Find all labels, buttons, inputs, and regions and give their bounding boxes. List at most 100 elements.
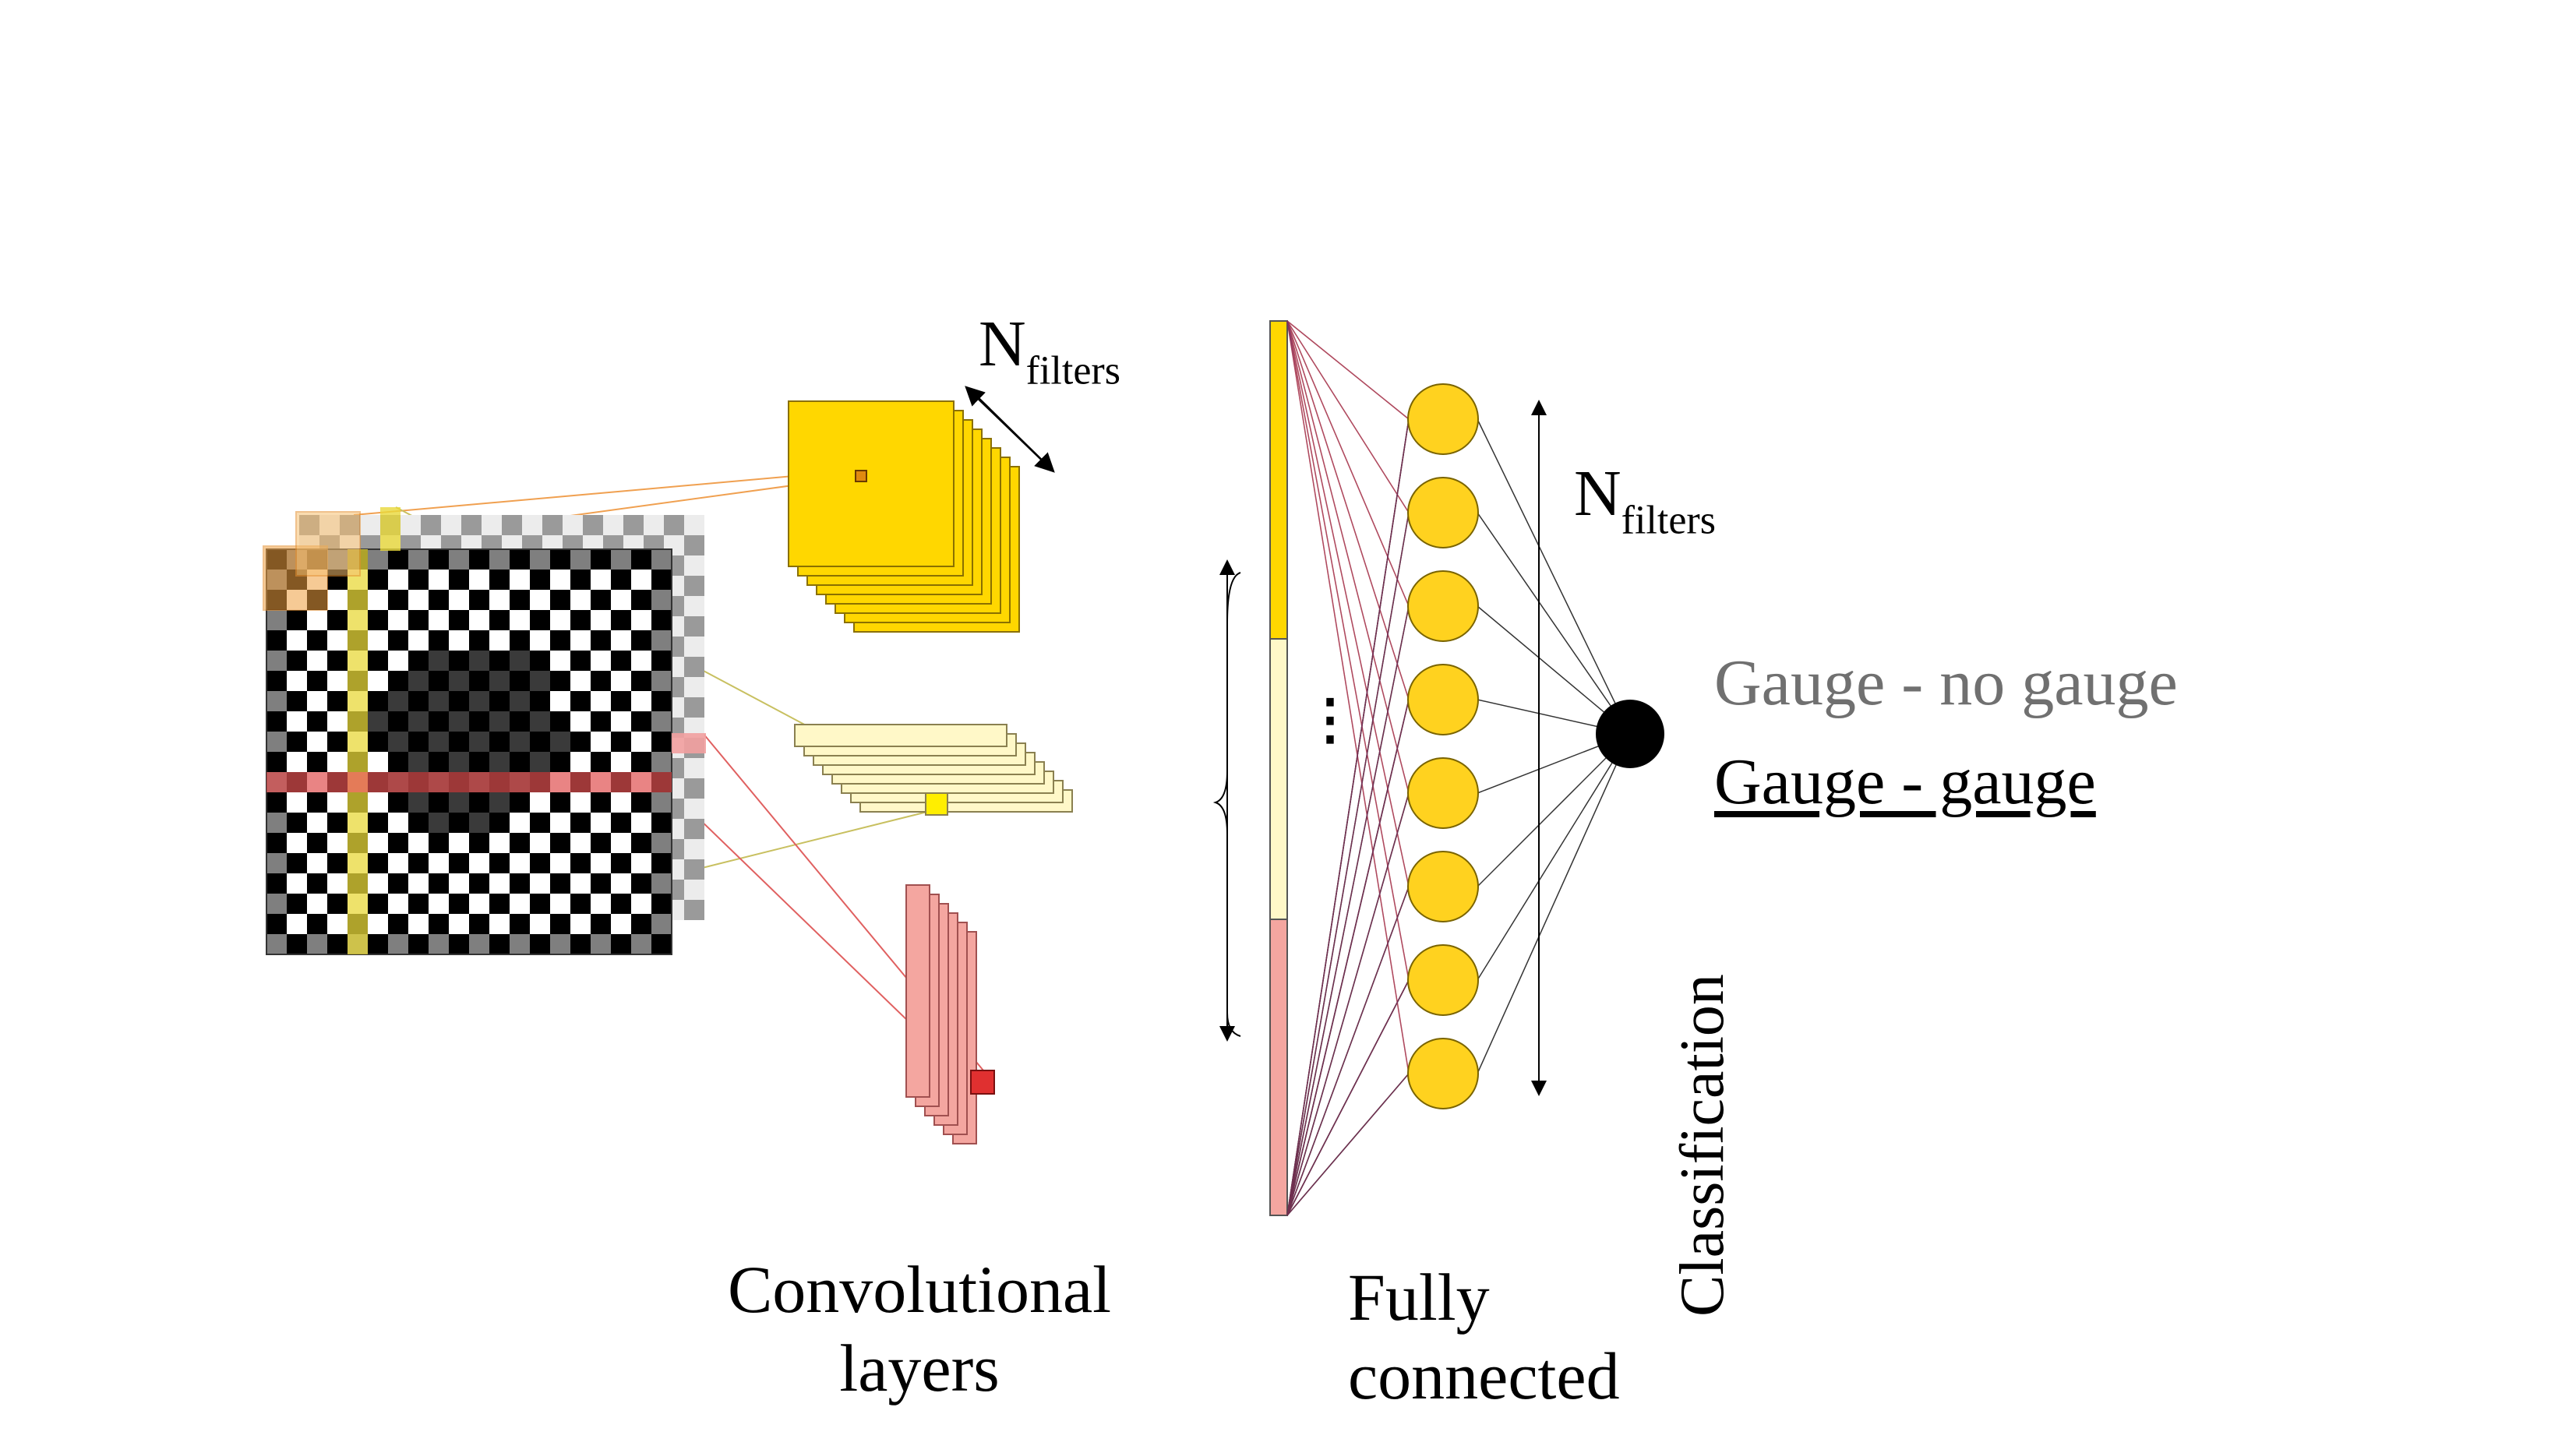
input-cell — [631, 833, 651, 853]
input-cell — [307, 833, 327, 853]
input-cell — [266, 894, 287, 914]
input-back-cell — [684, 859, 704, 880]
input-cell — [489, 651, 510, 671]
input-cell — [570, 549, 591, 570]
input-cell — [469, 752, 489, 772]
output-line — [1477, 733, 1631, 981]
fc-line — [1286, 792, 1410, 1216]
input-cell — [368, 549, 388, 570]
input-cell — [287, 610, 307, 630]
input-cell — [307, 651, 327, 671]
input-cell — [469, 711, 489, 732]
input-cell — [449, 630, 469, 651]
fc-line — [1286, 320, 1410, 513]
input-cell — [327, 671, 348, 691]
input-cell — [429, 651, 449, 671]
input-cell — [570, 711, 591, 732]
n-filters-label-top: Nfilters — [979, 308, 1120, 393]
input-cell — [469, 610, 489, 630]
input-cell — [388, 610, 408, 630]
fc-line — [1286, 605, 1410, 1216]
input-cell — [591, 570, 611, 590]
input-cell — [327, 914, 348, 934]
input-cell — [611, 853, 631, 873]
input-cell — [429, 549, 449, 570]
input-cell — [469, 792, 489, 813]
input-back-cell — [603, 515, 623, 535]
input-cell — [570, 732, 591, 752]
input-cell — [530, 833, 550, 853]
input-cell — [429, 873, 449, 894]
class-no-gauge-label: Gauge - no gauge — [1714, 647, 2178, 719]
input-back-cell — [644, 515, 664, 535]
input-cell — [469, 691, 489, 711]
input-cell — [429, 813, 449, 833]
input-cell — [550, 610, 570, 630]
input-cell — [287, 752, 307, 772]
fc-segment-pink — [1269, 919, 1288, 1216]
n-filters-depth-arrow — [965, 386, 1054, 472]
red-row-side-highlight — [672, 733, 706, 753]
input-cell — [611, 651, 631, 671]
input-back-cell — [563, 515, 583, 535]
input-cell — [611, 590, 631, 610]
input-cell — [469, 833, 489, 853]
input-cell — [591, 630, 611, 651]
input-cell — [550, 934, 570, 954]
input-cell — [510, 813, 530, 833]
input-back-cell — [522, 515, 542, 535]
input-cell — [489, 752, 510, 772]
input-cell — [651, 651, 672, 671]
input-cell — [388, 792, 408, 813]
input-cell — [591, 691, 611, 711]
input-cell — [449, 570, 469, 590]
input-cell — [408, 873, 429, 894]
neuron — [1407, 570, 1479, 642]
input-cell — [550, 813, 570, 833]
input-cell — [611, 711, 631, 732]
input-cell — [388, 590, 408, 610]
input-cell — [550, 792, 570, 813]
input-cell — [429, 853, 449, 873]
input-cell — [611, 934, 631, 954]
input-cell — [631, 691, 651, 711]
input-cell — [631, 671, 651, 691]
neurons — [1407, 383, 1664, 1109]
input-cell — [368, 873, 388, 894]
input-cell — [287, 691, 307, 711]
input-back-cell — [684, 758, 704, 778]
input-cell — [429, 671, 449, 691]
input-back-cell — [684, 900, 704, 920]
input-cell — [307, 873, 327, 894]
input-cell — [570, 752, 591, 772]
input-cell — [570, 570, 591, 590]
input-cell — [510, 549, 530, 570]
input-cell — [266, 630, 287, 651]
input-cell — [510, 894, 530, 914]
input-cell — [651, 934, 672, 954]
input-cell — [651, 833, 672, 853]
input-back-cell — [684, 637, 704, 657]
input-cell — [469, 732, 489, 752]
input-cell — [287, 630, 307, 651]
ellipsis-dots: ⋮ — [1303, 690, 1357, 750]
fc-segment-yellow — [1269, 320, 1288, 640]
input-cell — [489, 691, 510, 711]
input-back-cell — [684, 880, 704, 900]
input-cell — [510, 671, 530, 691]
input-cell — [651, 610, 672, 630]
input-cell — [368, 570, 388, 590]
input-cell — [591, 671, 611, 691]
input-cell — [510, 570, 530, 590]
fc-line — [1286, 512, 1410, 1216]
input-cell — [570, 610, 591, 630]
input-cell — [408, 914, 429, 934]
input-cell — [388, 813, 408, 833]
input-cell — [651, 894, 672, 914]
input-cell — [510, 792, 530, 813]
input-cell — [429, 610, 449, 630]
input-cell — [631, 651, 651, 671]
input-cell — [429, 570, 449, 590]
input-cell — [307, 894, 327, 914]
